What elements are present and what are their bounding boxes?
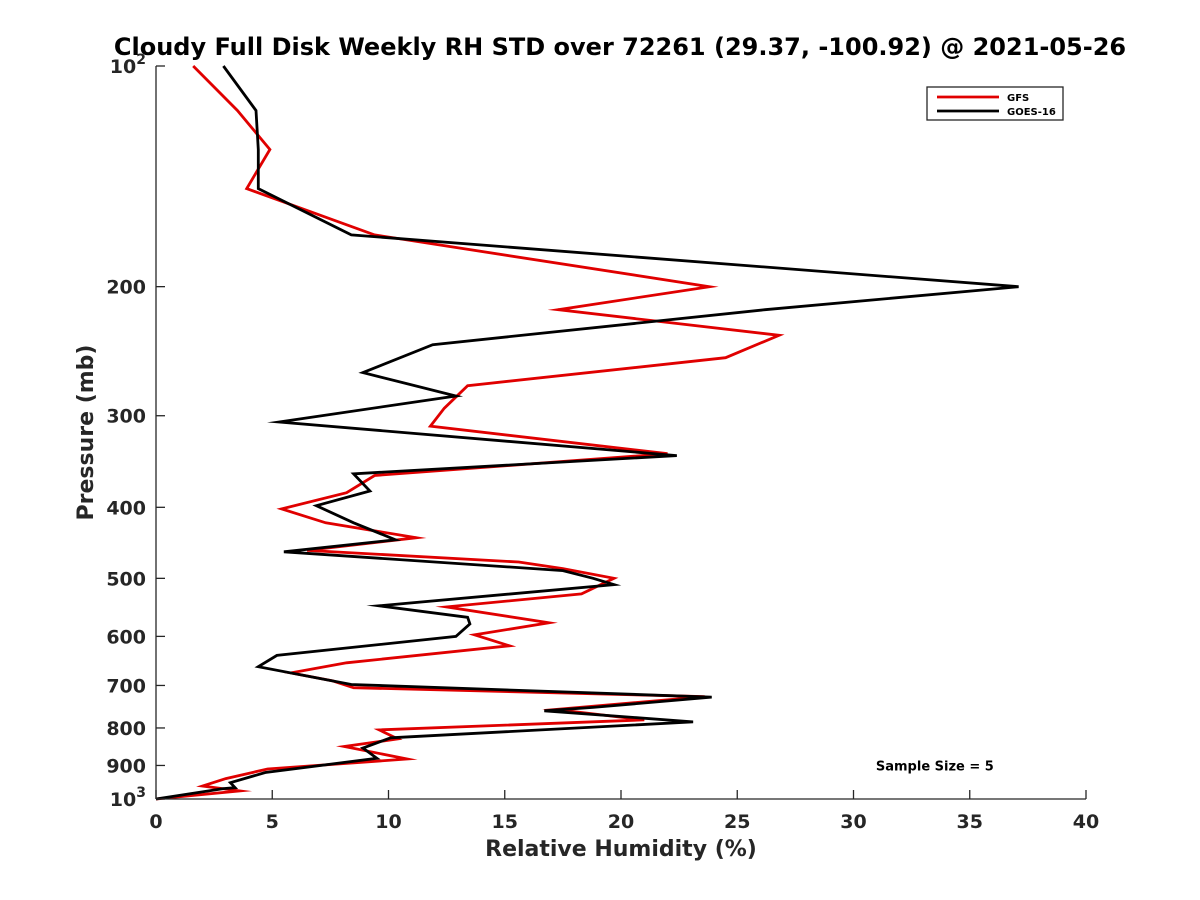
y-tick-label-base: 700 — [106, 675, 146, 697]
y-tick-label-base: 800 — [106, 718, 146, 740]
x-axis-label: Relative Humidity (%) — [485, 837, 757, 862]
legend-label: GFS — [1007, 93, 1029, 104]
y-tick-label: 300 — [106, 406, 146, 428]
y-tick-label: 400 — [106, 497, 146, 519]
x-tick-label: 10 — [375, 811, 401, 833]
x-tick-label: 5 — [266, 811, 279, 833]
plot-background — [156, 66, 1086, 799]
y-tick-label-base: 10 — [110, 56, 136, 78]
y-tick-label-base: 600 — [106, 626, 146, 648]
x-tick-label: 35 — [957, 811, 983, 833]
x-tick-label: 25 — [724, 811, 750, 833]
x-tick-label: 30 — [840, 811, 866, 833]
y-tick-label-base: 300 — [106, 406, 146, 428]
y-tick-label-base: 900 — [106, 755, 146, 777]
legend: GFS GOES-16 — [926, 86, 1064, 121]
plot-area: 0 5 10 15 20 25 30 35 40 10220030040050060070080… — [106, 52, 1099, 833]
y-tick-label-exponent: 2 — [136, 52, 146, 68]
y-tick-label-exponent: 3 — [136, 785, 146, 801]
y-tick-label-base: 10 — [110, 789, 136, 811]
series-line-gfs — [155, 65, 785, 801]
annotations: Sample Size = 5 — [876, 759, 994, 774]
x-tick-label: 40 — [1073, 811, 1099, 833]
y-tick-label: 700 — [106, 675, 146, 697]
x-axis-ticks: 0 5 10 15 20 25 30 35 40 — [149, 790, 1099, 833]
series-line-goes-16 — [155, 65, 1019, 801]
y-tick-label: 900 — [106, 755, 146, 777]
y-axis-label: Pressure (mb) — [74, 345, 99, 521]
y-tick-label-base: 200 — [106, 277, 146, 299]
y-tick-label: 103 — [110, 785, 146, 811]
chart-title: Cloudy Full Disk Weekly RH STD over 7226… — [114, 33, 1126, 61]
y-tick-label-base: 400 — [106, 497, 146, 519]
x-tick-label: 20 — [608, 811, 634, 833]
legend-box — [926, 86, 1064, 121]
x-tick-label: 0 — [149, 811, 162, 833]
series-layer — [155, 65, 1019, 801]
sample-size-annotation: Sample Size = 5 — [876, 759, 994, 774]
y-tick-label: 102 — [110, 52, 146, 78]
y-tick-label-base: 500 — [106, 568, 146, 590]
y-tick-label: 600 — [106, 626, 146, 648]
x-tick-label: 15 — [492, 811, 518, 833]
y-tick-label: 500 — [106, 568, 146, 590]
y-tick-label: 200 — [106, 277, 146, 299]
legend-label: GOES-16 — [1007, 107, 1056, 118]
y-tick-label: 800 — [106, 718, 146, 740]
